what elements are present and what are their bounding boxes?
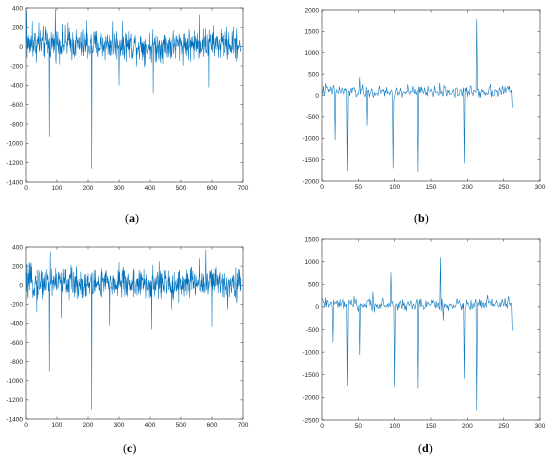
chart-c: 0 100 200 300 400 500 600 700 400 200 0 -200 -400 -60… <box>6 244 249 429</box>
x-tick-label: 50 <box>355 184 363 191</box>
x-tick-label: 100 <box>389 184 400 191</box>
x-tick-label: 0 <box>24 185 28 192</box>
x-tick-label: 200 <box>462 184 473 191</box>
y-tick-label: 500 <box>308 71 319 78</box>
x-tick-label: 400 <box>145 185 156 192</box>
y-tick-label: 0 <box>19 283 23 290</box>
x-tick-label: 500 <box>176 185 187 192</box>
y-tick-label: 0 <box>315 93 319 100</box>
y-tick-label: -800 <box>10 121 23 128</box>
y-tick-label: -200 <box>10 63 23 70</box>
caption-c: (c) <box>123 441 137 455</box>
y-tick-label: 1000 <box>305 259 320 266</box>
y-tick-label: 0 <box>315 304 319 311</box>
y-tick-label: -800 <box>10 359 23 366</box>
y-tick-label: -2000 <box>302 178 319 185</box>
x-tick-label: 250 <box>498 423 509 430</box>
series-line <box>26 8 242 169</box>
y-tick-label: -500 <box>306 327 319 334</box>
x-tick-label: 150 <box>426 184 437 191</box>
x-tick-label: 300 <box>114 185 125 192</box>
x-tick-label: 100 <box>52 185 63 192</box>
caption-d: (d) <box>418 441 433 455</box>
y-tick-label: 2000 <box>305 7 320 14</box>
series-line <box>26 249 242 410</box>
chart-b: 0 50 100 150 200 250 300 2000 1500 1000 500 0 -500 -1… <box>302 7 546 191</box>
y-tick-label: -1500 <box>302 157 319 164</box>
y-tick-label: -500 <box>306 114 319 121</box>
y-tick-label: 1500 <box>305 236 320 243</box>
y-tick-label: -200 <box>10 302 23 309</box>
plot-area <box>321 9 541 182</box>
y-tick-label: -1400 <box>6 179 23 186</box>
y-tick-label: 200 <box>12 25 23 32</box>
y-tick-label: -1400 <box>6 416 23 423</box>
chart-d: 0 50 100 150 200 250 300 1500 1000 500 0 -500 -1000 -… <box>302 236 546 430</box>
y-tick-label: -400 <box>10 321 23 328</box>
x-tick-label: 200 <box>83 422 94 429</box>
panel-b: 0 50 100 150 200 250 300 2000 1500 1000 500 0 -500 -1… <box>275 0 550 233</box>
series-line <box>322 257 513 411</box>
panel-c: 0 100 200 300 400 500 600 700 400 200 0 -200 -400 -60… <box>0 233 275 467</box>
caption-a: (a) <box>125 211 139 225</box>
x-tick-label: 100 <box>389 423 400 430</box>
y-tick-label: 0 <box>19 44 23 51</box>
y-tick-label: -600 <box>10 340 23 347</box>
y-tick-label: -2500 <box>302 417 319 424</box>
y-tick-label: -2000 <box>302 395 319 402</box>
y-tick-label: -1500 <box>302 372 319 379</box>
panel-d: 0 50 100 150 200 250 300 1500 1000 500 0 -500 -1000 -… <box>275 233 550 467</box>
y-tick-label: -1200 <box>6 397 23 404</box>
y-tick-label: 500 <box>308 282 319 289</box>
x-tick-label: 100 <box>52 422 63 429</box>
y-tick-label: -1000 <box>302 136 319 143</box>
x-tick-label: 300 <box>535 184 546 191</box>
y-tick-label: 1500 <box>305 29 320 36</box>
x-tick-label: 500 <box>176 422 187 429</box>
x-tick-label: 250 <box>498 184 509 191</box>
y-tick-label: -1200 <box>6 160 23 167</box>
x-tick-label: 0 <box>320 184 324 191</box>
y-tick-label: 400 <box>12 244 23 251</box>
x-tick-label: 0 <box>24 422 28 429</box>
x-tick-label: 0 <box>320 423 324 430</box>
x-tick-label: 150 <box>426 423 437 430</box>
x-tick-label: 200 <box>462 423 473 430</box>
series-line <box>322 19 513 172</box>
panel-a: 0 100 200 300 400 500 600 700 400 200 0 -200 -400 -60… <box>0 0 275 233</box>
x-tick-label: 700 <box>238 422 249 429</box>
y-tick-label: 1000 <box>305 50 320 57</box>
plot-area <box>321 238 541 421</box>
x-tick-label: 200 <box>83 185 94 192</box>
chart-a: 0 100 200 300 400 500 600 700 400 200 0 -200 -400 -60… <box>6 5 249 192</box>
x-tick-label: 700 <box>238 185 249 192</box>
x-tick-label: 600 <box>207 185 218 192</box>
y-tick-label: -1000 <box>6 141 23 148</box>
x-tick-label: 600 <box>207 422 218 429</box>
y-tick-label: -400 <box>10 83 23 90</box>
x-tick-label: 300 <box>114 422 125 429</box>
x-tick-label: 50 <box>355 423 363 430</box>
y-tick-label: 200 <box>12 263 23 270</box>
caption-b: (b) <box>414 211 429 225</box>
x-tick-label: 400 <box>145 422 156 429</box>
y-tick-label: 400 <box>12 5 23 12</box>
y-tick-label: -1000 <box>302 349 319 356</box>
y-tick-label: -1000 <box>6 378 23 385</box>
x-tick-label: 300 <box>535 423 546 430</box>
y-tick-label: -600 <box>10 102 23 109</box>
